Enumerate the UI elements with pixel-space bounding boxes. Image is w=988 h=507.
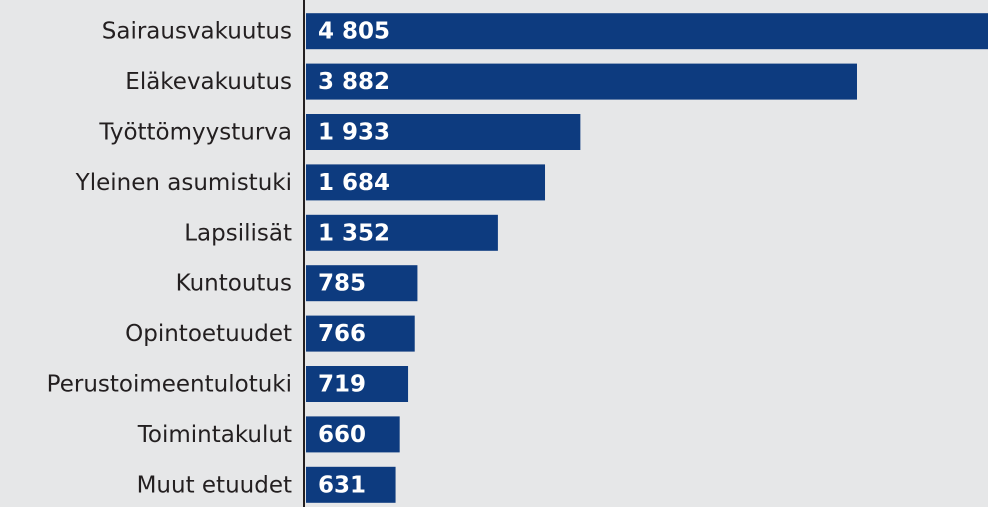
value-label: 719: [318, 372, 366, 398]
value-label: 1 352: [318, 220, 390, 246]
bar: [306, 416, 400, 453]
category-label: Muut etuudet: [137, 472, 292, 498]
bar: [306, 13, 988, 50]
bar: [306, 466, 396, 503]
category-label: Sairausvakuutus: [102, 19, 292, 45]
value-label: 660: [318, 422, 366, 448]
category-label: Lapsilisät: [184, 220, 292, 246]
bar: [306, 63, 857, 100]
bar: [306, 214, 498, 251]
bar: [306, 164, 546, 201]
value-label: 631: [318, 472, 366, 498]
bar: [306, 265, 418, 302]
category-label: Toimintakulut: [137, 422, 292, 448]
category-label: Työttömyysturva: [98, 120, 292, 146]
category-label: Perustoimeentulotuki: [47, 372, 292, 398]
value-label: 785: [318, 271, 366, 297]
category-label: Yleinen asumistuki: [75, 170, 292, 196]
value-label: 1 684: [318, 170, 390, 196]
category-label: Kuntoutus: [176, 271, 292, 297]
value-label: 1 933: [318, 120, 390, 146]
value-label: 766: [318, 321, 366, 347]
category-label: Eläkevakuutus: [125, 69, 292, 95]
value-label: 4 805: [318, 19, 390, 45]
value-label: 3 882: [318, 69, 390, 95]
bar: [306, 315, 415, 352]
category-label: Opintoetuudet: [125, 321, 292, 347]
bar: [306, 114, 581, 150]
bar: [306, 366, 409, 402]
